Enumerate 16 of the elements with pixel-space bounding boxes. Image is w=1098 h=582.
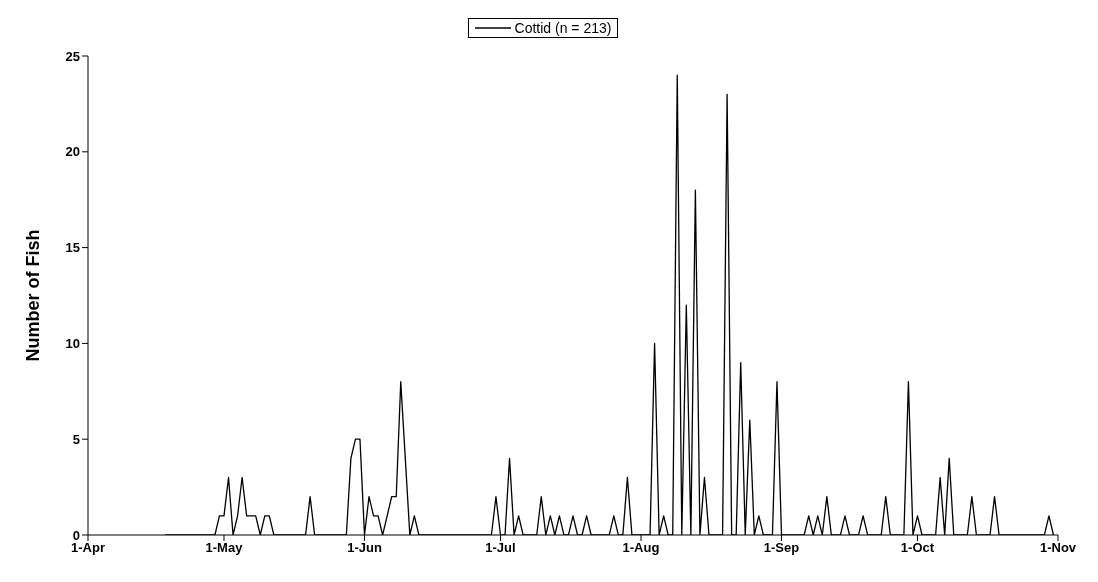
y-tick-label: 5 bbox=[72, 431, 80, 447]
x-tick-label: 1-Jun bbox=[347, 540, 382, 556]
x-tick-label: 1-Apr bbox=[71, 540, 105, 556]
y-tick-label: 25 bbox=[65, 48, 80, 64]
x-tick-label: 1-May bbox=[205, 540, 244, 556]
legend-label: Cottid (n = 213) bbox=[513, 20, 612, 36]
x-tick-label: 1-Jul bbox=[485, 540, 516, 556]
x-tick-label: 1-Aug bbox=[622, 540, 660, 556]
x-tick-label: 1-Sep bbox=[763, 540, 800, 556]
y-tick-label: 15 bbox=[65, 240, 80, 256]
y-tick-label: 10 bbox=[65, 336, 80, 352]
y-tick-label: 0 bbox=[72, 527, 80, 543]
x-tick-label: 1-Oct bbox=[900, 540, 935, 556]
x-tick-label: 1-Nov bbox=[1039, 540, 1077, 556]
y-tick-label: 20 bbox=[65, 144, 80, 160]
y-axis-title: Number of Fish bbox=[23, 229, 44, 362]
